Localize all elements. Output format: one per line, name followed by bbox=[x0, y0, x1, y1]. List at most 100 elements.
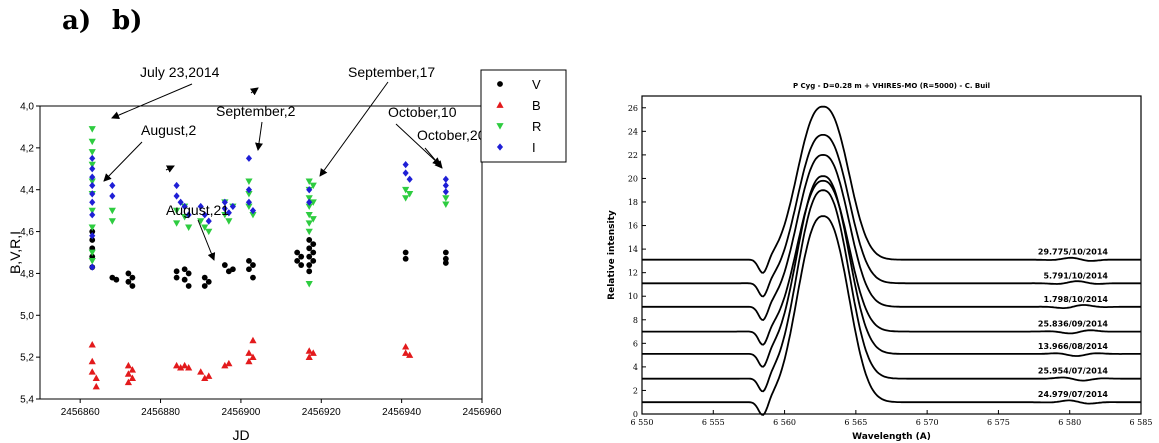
point-R bbox=[245, 178, 253, 185]
point-V bbox=[306, 245, 313, 252]
point-V bbox=[181, 266, 188, 273]
point-B bbox=[124, 370, 132, 377]
point-R bbox=[197, 218, 205, 225]
point-V bbox=[113, 276, 120, 283]
point-V bbox=[125, 270, 132, 277]
point-V bbox=[306, 237, 313, 243]
point-V bbox=[298, 262, 305, 268]
spectrum-date-label: 5.791/10/2014 bbox=[1043, 271, 1108, 280]
annotation-label: August,21 bbox=[166, 202, 229, 218]
point-V bbox=[185, 283, 192, 289]
point-R bbox=[88, 149, 96, 156]
spectra-x-tick-label: 6 555 bbox=[702, 418, 725, 427]
point-V bbox=[173, 268, 180, 275]
point-B bbox=[177, 364, 185, 371]
annotation-arrow bbox=[197, 219, 216, 261]
x-tick-label: 2456940 bbox=[382, 407, 421, 418]
x-axis-title: JD bbox=[232, 427, 249, 443]
point-I bbox=[89, 165, 96, 173]
spectra-y-tick-label: 22 bbox=[628, 151, 638, 160]
point-I bbox=[306, 186, 313, 194]
annotation-label: July 23,2014 bbox=[140, 64, 220, 80]
point-R bbox=[305, 228, 313, 236]
point-B bbox=[249, 353, 257, 361]
point-V bbox=[201, 274, 208, 281]
point-B bbox=[173, 361, 181, 369]
annotation-label: October,10 bbox=[388, 104, 457, 120]
spectrum-date-label: 24.979/07/2014 bbox=[1038, 390, 1109, 399]
point-I bbox=[201, 211, 208, 219]
y-tick-label: 4,8 bbox=[20, 269, 34, 280]
spectra-x-tick-label: 6 585 bbox=[1130, 418, 1153, 427]
point-B bbox=[305, 347, 313, 354]
annotation-arrow bbox=[319, 81, 389, 177]
point-R bbox=[305, 195, 313, 202]
spectrum-line bbox=[642, 175, 1141, 368]
point-V bbox=[205, 278, 212, 285]
point-I bbox=[249, 207, 257, 215]
point-I bbox=[442, 188, 449, 196]
x-tick-label: 2456960 bbox=[463, 407, 502, 418]
spectra-y-tick-label: 12 bbox=[628, 269, 638, 278]
point-I bbox=[245, 186, 253, 194]
point-V bbox=[402, 255, 409, 262]
point-V bbox=[125, 278, 132, 285]
point-V bbox=[306, 253, 313, 260]
point-V bbox=[129, 274, 136, 281]
spectrum-date-label: 25.954/07/2014 bbox=[1038, 367, 1109, 376]
point-V bbox=[442, 255, 449, 262]
y-tick-label: 5,4 bbox=[20, 395, 34, 406]
point-V bbox=[246, 257, 252, 264]
legend-label-B: B bbox=[532, 98, 541, 113]
point-B bbox=[197, 368, 205, 375]
point-I bbox=[406, 175, 413, 183]
point-B bbox=[205, 372, 213, 379]
point-B bbox=[402, 343, 410, 350]
point-B bbox=[245, 357, 253, 365]
point-B bbox=[88, 357, 96, 365]
point-I bbox=[225, 209, 232, 217]
point-V bbox=[129, 283, 136, 289]
series-V bbox=[89, 228, 449, 289]
annotation-label: September,2 bbox=[216, 103, 296, 119]
spectra-y-tick-label: 18 bbox=[628, 198, 638, 207]
legend-box bbox=[480, 69, 567, 163]
point-V bbox=[442, 249, 449, 256]
point-B bbox=[128, 374, 137, 381]
point-V bbox=[229, 266, 236, 273]
spectra-y-tick-label: 8 bbox=[633, 316, 638, 325]
y-tick-label: 5,0 bbox=[20, 311, 34, 322]
spectra-y-tick-label: 16 bbox=[628, 222, 638, 231]
point-I bbox=[89, 181, 96, 190]
point-R bbox=[305, 220, 313, 227]
point-V bbox=[201, 283, 208, 289]
point-I bbox=[89, 154, 96, 162]
series-B bbox=[88, 336, 414, 390]
point-R bbox=[442, 195, 450, 202]
point-V bbox=[246, 266, 252, 273]
point-B bbox=[249, 336, 257, 344]
point-B bbox=[225, 359, 233, 367]
point-V bbox=[185, 270, 192, 277]
spectrum-line bbox=[642, 189, 1141, 393]
point-B bbox=[88, 368, 96, 375]
point-V bbox=[442, 260, 449, 266]
plot-frame bbox=[39, 105, 483, 400]
legend-label-I: I bbox=[532, 140, 536, 155]
spectrum-line bbox=[642, 215, 1141, 416]
point-R bbox=[185, 224, 193, 231]
spectra-x-tick-label: 6 550 bbox=[631, 418, 654, 427]
point-R bbox=[225, 218, 233, 225]
point-I bbox=[245, 198, 253, 206]
point-R bbox=[309, 216, 317, 223]
annotation-arrow bbox=[424, 147, 443, 169]
panel-label-a: a) bbox=[62, 6, 92, 36]
point-R bbox=[309, 182, 317, 190]
point-I bbox=[306, 198, 313, 206]
point-V bbox=[173, 274, 180, 281]
spectrum-line bbox=[642, 153, 1141, 321]
point-I bbox=[89, 173, 96, 181]
point-B bbox=[92, 382, 100, 390]
point-I bbox=[197, 202, 204, 211]
